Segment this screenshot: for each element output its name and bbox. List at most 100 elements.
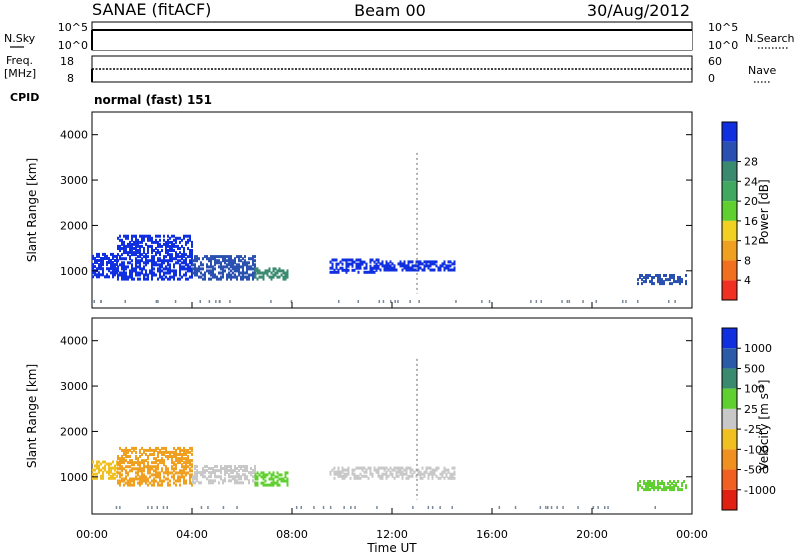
velocity-echo-cell (153, 481, 155, 485)
power-echo-cell (108, 261, 110, 264)
velocity-echo-cell (149, 448, 151, 452)
power-echo-cell (149, 259, 151, 263)
power-echo-cell (106, 254, 108, 258)
velocity-echo-cell (189, 461, 191, 465)
power-echo-cell (212, 269, 214, 273)
velocity-echo-cell (196, 465, 198, 468)
velocity-echo-cell (212, 479, 214, 483)
power-echo-cell (335, 258, 338, 262)
power-echo-cell (127, 242, 129, 246)
velocity-echo-cell (179, 453, 181, 456)
power-echo-cell (163, 259, 165, 263)
power-echo-cell (177, 255, 179, 259)
velocity-echo-cell (665, 486, 667, 490)
velocity-echo-cell (191, 446, 193, 450)
velocity-echo-cell (280, 479, 283, 483)
power-echo-cell (121, 271, 123, 275)
power-echo-cell (131, 273, 133, 277)
velocity-ground-cell (562, 506, 564, 509)
power-echo-cell (210, 269, 212, 273)
power-echo-cell (117, 277, 119, 281)
cpid-value: normal (fast) 151 (94, 93, 212, 107)
power-echo-cell (351, 260, 354, 264)
power-echo-cell (137, 273, 139, 277)
velocity-echo-cell (254, 471, 256, 475)
power-echo-cell (242, 271, 244, 275)
velocity-echo-cell (159, 450, 161, 454)
velocity-echo-cell (143, 448, 145, 452)
velocity-echo-cell (183, 453, 185, 456)
velocity-echo-cell (102, 474, 104, 478)
velocity-echo-cell (121, 459, 123, 463)
power-echo-cell (210, 271, 212, 275)
power-echo-cell (127, 234, 129, 238)
velocity-echo-cell (645, 486, 647, 490)
power-echo-cell (173, 249, 175, 252)
power-echo-cell (129, 257, 131, 261)
velocity-echo-cell (421, 472, 424, 476)
velocity-echo-cell (230, 469, 232, 473)
x-tick-label: 08:00 (276, 528, 308, 541)
velocity-echo-cell (230, 471, 232, 475)
power-echo-cell (131, 253, 133, 257)
power-echo-cell (189, 255, 191, 259)
velocity-echo-cell (137, 459, 139, 463)
power-echo-cell (208, 277, 210, 281)
power-echo-cell (157, 269, 159, 273)
velocity-echo-cell (206, 465, 208, 468)
power-echo-cell (157, 267, 159, 271)
velocity-echo-cell (181, 455, 183, 458)
velocity-echo-cell (220, 471, 222, 475)
power-echo-cell (169, 265, 171, 269)
power-echo-cell (171, 275, 173, 279)
velocity-echo-cell (226, 467, 228, 470)
power-echo-cell (242, 275, 244, 279)
velocity-echo-cell (649, 480, 651, 483)
velocity-echo-cell (437, 476, 440, 480)
power-echo-cell (110, 265, 112, 269)
power-echo-cell (339, 260, 342, 264)
velocity-echo-cell (651, 482, 653, 485)
velocity-echo-cell (125, 469, 127, 473)
velocity-echo-cell (341, 466, 344, 470)
velocity-echo-cell (165, 450, 167, 454)
power-echo-cell (147, 236, 149, 240)
power-echo-cell (179, 251, 181, 255)
power-echo-cell (183, 253, 185, 257)
power-echo-cell (171, 249, 173, 252)
velocity-echo-cell (157, 465, 159, 469)
velocity-echo-cell (371, 472, 374, 476)
power-echo-cell (345, 268, 348, 272)
velocity-echo-cell (232, 477, 234, 481)
velocity-echo-cell (240, 475, 242, 479)
power-echo-cell (673, 274, 675, 277)
velocity-echo-cell (98, 464, 100, 468)
velocity-echo-cell (147, 479, 149, 483)
power-echo-cell (236, 275, 238, 279)
velocity-echo-cell (657, 482, 659, 485)
power-echo-cell (114, 265, 116, 269)
velocity-echo-cell (202, 475, 204, 479)
power-echo-cell (272, 267, 275, 271)
power-echo-cell (335, 270, 338, 274)
power-echo-cell (407, 268, 410, 272)
power-echo-cell (108, 257, 110, 260)
velocity-echo-cell (647, 488, 649, 492)
power-echo-cell (369, 264, 372, 268)
velocity-echo-cell (153, 461, 155, 465)
velocity-echo-cell (141, 467, 143, 471)
power-echo-cell (141, 236, 143, 240)
power-echo-cell (220, 277, 222, 281)
velocity-echo-cell (433, 468, 436, 472)
velocity-echo-cell (141, 469, 143, 473)
power-echo-cell (145, 269, 147, 273)
power-echo-cell (234, 259, 236, 263)
velocity-echo-cell (411, 474, 414, 478)
velocity-echo-cell (427, 472, 430, 476)
power-ground-cell (481, 300, 483, 303)
velocity-echo-cell (161, 446, 163, 450)
velocity-echo-cell (661, 482, 663, 485)
power-echo-cell (198, 265, 200, 269)
power-echo-cell (351, 268, 354, 272)
velocity-echo-cell (185, 463, 187, 467)
